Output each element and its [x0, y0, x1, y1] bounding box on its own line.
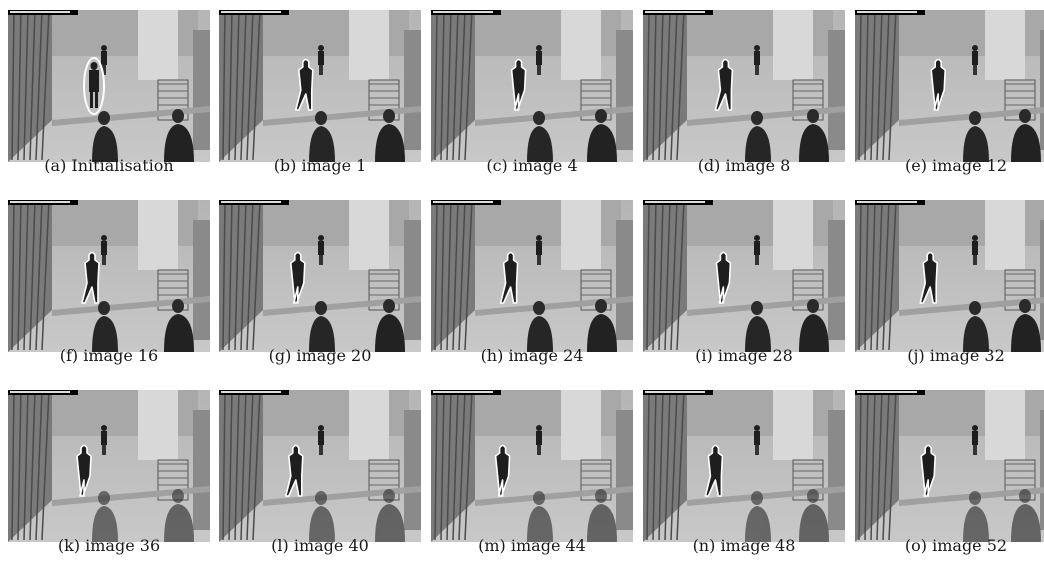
panel-caption: (m) image 44	[478, 536, 586, 555]
panel-caption: (c) image 4	[486, 156, 578, 175]
panel-caption: (a) Initialisation	[44, 156, 174, 175]
figure-panel: (a) Initialisation	[8, 10, 210, 188]
video-frame-image	[643, 200, 845, 352]
panel-caption: (i) image 28	[695, 346, 793, 365]
panel-caption: (b) image 1	[273, 156, 367, 175]
video-frame-image	[431, 200, 633, 352]
video-frame-image	[643, 10, 845, 162]
figure-panel: (h) image 24	[431, 200, 633, 378]
video-frame-image	[431, 390, 633, 542]
figure-panel: (d) image 8	[643, 10, 845, 188]
video-frame-image	[8, 200, 210, 352]
panel-caption: (f) image 16	[59, 346, 159, 365]
video-frame-image	[855, 10, 1044, 162]
figure-panel: (k) image 36	[8, 390, 210, 568]
figure-panel: (l) image 40	[219, 390, 421, 568]
video-frame-image	[8, 390, 210, 542]
panel-caption: (n) image 48	[692, 536, 796, 555]
video-frame-image	[643, 390, 845, 542]
panel-caption: (k) image 36	[57, 536, 161, 555]
figure-panel: (m) image 44	[431, 390, 633, 568]
video-frame-image	[8, 10, 210, 162]
panel-caption: (j) image 32	[907, 346, 1005, 365]
panel-caption: (e) image 12	[904, 156, 1008, 175]
video-frame-image	[855, 390, 1044, 542]
figure-panel: (n) image 48	[643, 390, 845, 568]
figure-panel: (g) image 20	[219, 200, 421, 378]
figure-panel: (f) image 16	[8, 200, 210, 378]
panel-caption: (l) image 40	[271, 536, 369, 555]
video-frame-image	[219, 390, 421, 542]
figure-panel: (i) image 28	[643, 200, 845, 378]
figure-panel: (c) image 4	[431, 10, 633, 188]
figure-panel: (j) image 32	[855, 200, 1044, 378]
figure-panel: (e) image 12	[855, 10, 1044, 188]
figure-panel: (o) image 52	[855, 390, 1044, 568]
video-frame-image	[855, 200, 1044, 352]
video-frame-image	[219, 200, 421, 352]
panel-caption: (g) image 20	[268, 346, 372, 365]
panel-caption: (d) image 8	[697, 156, 791, 175]
video-frame-image	[431, 10, 633, 162]
panel-caption: (o) image 52	[904, 536, 1008, 555]
panel-caption: (h) image 24	[480, 346, 584, 365]
video-frame-image	[219, 10, 421, 162]
figure-panel: (b) image 1	[219, 10, 421, 188]
